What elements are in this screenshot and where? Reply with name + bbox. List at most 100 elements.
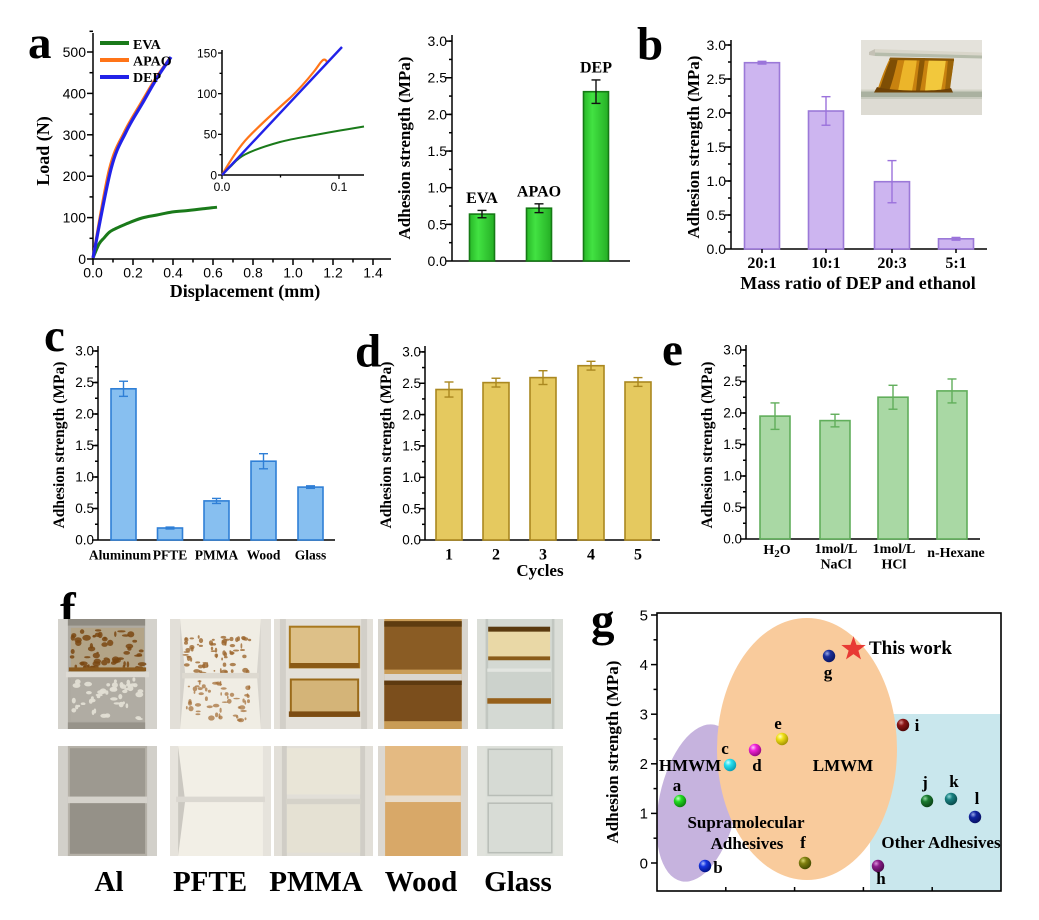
- svg-text:NaCl: NaCl: [820, 558, 851, 573]
- svg-text:PMMA: PMMA: [195, 548, 239, 563]
- svg-text:1.4: 1.4: [363, 265, 383, 281]
- svg-text:2.0: 2.0: [428, 106, 448, 122]
- svg-text:LMWM: LMWM: [813, 756, 873, 775]
- svg-text:d: d: [355, 326, 381, 378]
- svg-text:0.0: 0.0: [707, 241, 727, 257]
- svg-text:1.0: 1.0: [428, 180, 448, 196]
- svg-text:3.0: 3.0: [402, 345, 421, 360]
- svg-text:200: 200: [63, 168, 87, 184]
- svg-text:1mol/L: 1mol/L: [815, 542, 858, 557]
- svg-text:0.0: 0.0: [75, 533, 94, 548]
- svg-text:1.5: 1.5: [707, 139, 727, 155]
- svg-text:APAO: APAO: [133, 55, 172, 70]
- svg-text:l: l: [975, 789, 980, 808]
- svg-text:1mol/L: 1mol/L: [873, 542, 916, 557]
- svg-text:i: i: [915, 716, 920, 735]
- svg-text:1: 1: [640, 806, 648, 823]
- svg-text:20:1: 20:1: [747, 255, 776, 272]
- svg-text:100: 100: [197, 87, 217, 101]
- svg-text:n-Hexane: n-Hexane: [927, 546, 985, 561]
- svg-text:1.5: 1.5: [75, 438, 94, 453]
- svg-text:3.0: 3.0: [723, 343, 742, 358]
- svg-text:1.0: 1.0: [723, 469, 742, 484]
- svg-text:0: 0: [78, 251, 86, 267]
- svg-text:EVA: EVA: [466, 190, 498, 207]
- svg-text:e: e: [774, 714, 782, 733]
- svg-text:0.4: 0.4: [163, 265, 183, 281]
- svg-text:Aluminum: Aluminum: [89, 548, 152, 563]
- svg-text:Load (N): Load (N): [33, 116, 54, 186]
- svg-text:1: 1: [445, 547, 453, 564]
- svg-text:PMMA: PMMA: [269, 866, 362, 898]
- svg-text:h: h: [876, 869, 886, 888]
- svg-text:Adhesion strength (MPa): Adhesion strength (MPa): [378, 362, 395, 529]
- svg-text:Adhesion strength (MPa): Adhesion strength (MPa): [684, 56, 703, 239]
- svg-text:400: 400: [63, 85, 87, 101]
- svg-text:a: a: [673, 776, 682, 795]
- svg-text:3.0: 3.0: [75, 344, 94, 359]
- svg-text:300: 300: [63, 127, 87, 143]
- svg-text:Al: Al: [95, 866, 124, 898]
- svg-text:Adhesion strength (MPa): Adhesion strength (MPa): [699, 362, 716, 529]
- svg-text:100: 100: [63, 210, 87, 226]
- svg-text:10:1: 10:1: [811, 255, 840, 272]
- svg-text:2.5: 2.5: [428, 70, 448, 86]
- svg-text:f: f: [800, 833, 806, 852]
- svg-text:j: j: [921, 773, 928, 792]
- svg-text:Other Adhesives: Other Adhesives: [881, 833, 1001, 852]
- svg-text:0.0: 0.0: [214, 180, 231, 194]
- svg-text:EVA: EVA: [133, 38, 162, 53]
- svg-text:4: 4: [587, 547, 595, 564]
- svg-text:PFTE: PFTE: [173, 866, 247, 898]
- svg-text:2.5: 2.5: [723, 374, 742, 389]
- svg-text:APAO: APAO: [517, 183, 561, 200]
- svg-text:0.5: 0.5: [402, 501, 421, 516]
- svg-text:g: g: [591, 595, 615, 647]
- svg-text:150: 150: [197, 46, 217, 60]
- svg-text:Displacement (mm): Displacement (mm): [170, 281, 320, 302]
- svg-text:Adhesion strength (MPa): Adhesion strength (MPa): [603, 661, 622, 844]
- svg-text:a: a: [28, 17, 52, 69]
- svg-text:Supramolecular: Supramolecular: [687, 813, 805, 832]
- svg-text:Wood: Wood: [247, 548, 281, 563]
- svg-text:2.5: 2.5: [707, 71, 727, 87]
- svg-text:e: e: [662, 324, 683, 376]
- svg-text:0.6: 0.6: [203, 265, 223, 281]
- svg-text:2.0: 2.0: [75, 407, 94, 422]
- svg-text:b: b: [637, 19, 663, 71]
- svg-text:This work: This work: [869, 638, 952, 659]
- svg-text:0: 0: [210, 168, 217, 182]
- svg-text:2.5: 2.5: [402, 376, 421, 391]
- svg-text:HMWM: HMWM: [659, 756, 721, 775]
- svg-text:1.5: 1.5: [723, 437, 742, 452]
- svg-text:DEP: DEP: [580, 59, 612, 76]
- svg-text:0.8: 0.8: [243, 265, 263, 281]
- svg-text:2.5: 2.5: [75, 375, 94, 390]
- svg-text:DEP: DEP: [133, 71, 161, 86]
- svg-text:20:3: 20:3: [877, 255, 906, 272]
- svg-text:2.0: 2.0: [402, 407, 421, 422]
- svg-text:0.5: 0.5: [707, 207, 727, 223]
- svg-text:c: c: [44, 310, 65, 362]
- svg-text:1.5: 1.5: [428, 143, 448, 159]
- svg-text:0.0: 0.0: [723, 532, 742, 547]
- svg-text:500: 500: [63, 44, 87, 60]
- svg-text:Glass: Glass: [295, 548, 327, 563]
- svg-text:Wood: Wood: [385, 866, 458, 898]
- svg-text:0.0: 0.0: [83, 265, 103, 281]
- svg-text:2: 2: [640, 756, 648, 773]
- svg-text:2: 2: [492, 547, 500, 564]
- svg-text:0.5: 0.5: [75, 501, 94, 516]
- svg-text:0.0: 0.0: [428, 253, 448, 269]
- svg-text:Adhesives: Adhesives: [711, 834, 784, 853]
- svg-text:5: 5: [634, 547, 642, 564]
- svg-text:2.0: 2.0: [707, 105, 727, 121]
- svg-text:0.1: 0.1: [331, 180, 348, 194]
- svg-text:d: d: [752, 756, 762, 775]
- svg-text:4: 4: [640, 657, 648, 674]
- svg-text:5:1: 5:1: [945, 255, 966, 272]
- svg-text:g: g: [824, 663, 833, 682]
- svg-text:1.0: 1.0: [283, 265, 303, 281]
- svg-text:PFTE: PFTE: [153, 548, 188, 563]
- svg-text:Adhesion strength (MPa): Adhesion strength (MPa): [395, 57, 414, 240]
